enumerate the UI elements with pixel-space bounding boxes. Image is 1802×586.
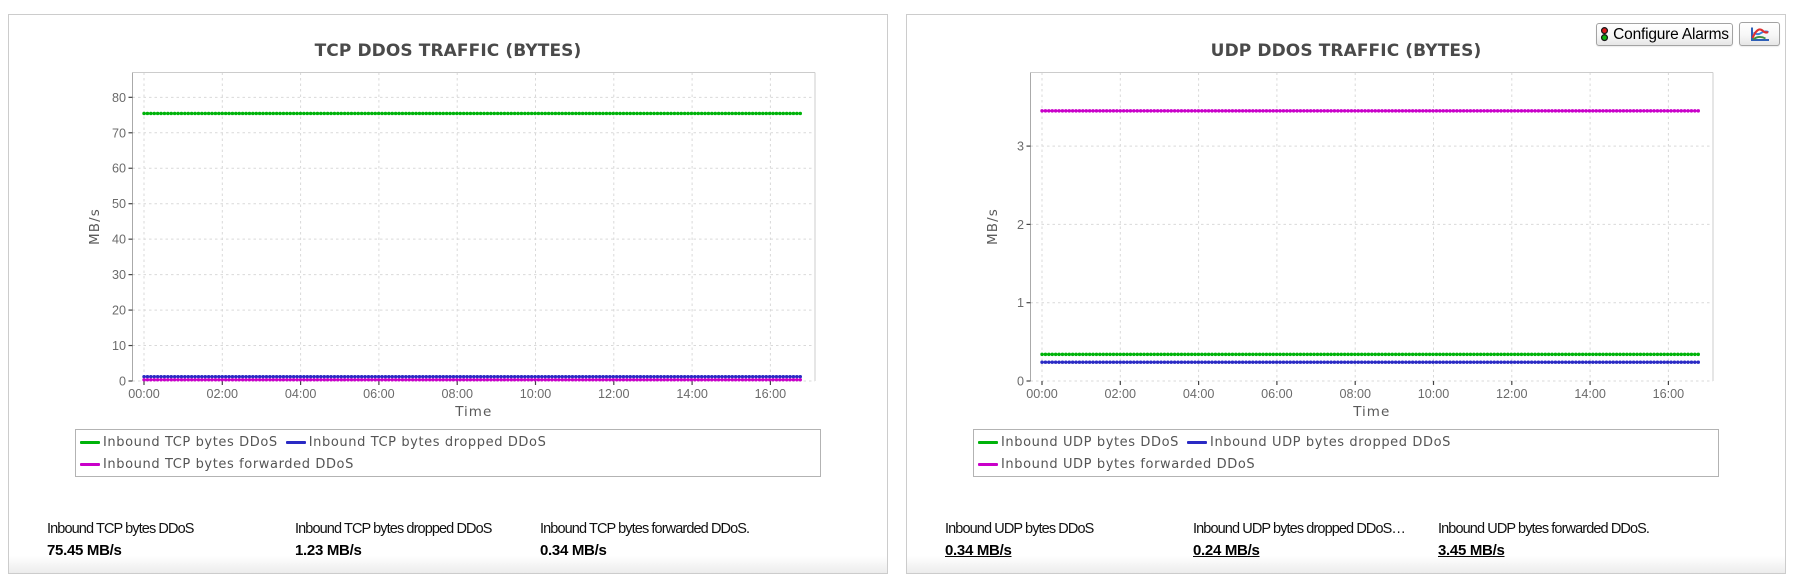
svg-text:00:00: 00:00: [128, 387, 160, 401]
svg-text:16:00: 16:00: [755, 387, 787, 401]
udp-traffic-panel: UDP DDOS TRAFFIC (BYTES) 0 1 2 3 00:00 02:00 0…: [906, 14, 1786, 574]
svg-text:04:00: 04:00: [285, 387, 317, 401]
toolbar: Configure Alarms: [1596, 22, 1780, 46]
svg-text:50: 50: [112, 197, 126, 211]
svg-text:MB/s: MB/s: [87, 208, 103, 245]
tcp-traffic-panel: TCP DDOS TRAFFIC (BYTES) 0 10 20 30 40 50 60 70…: [8, 14, 888, 574]
svg-text:0: 0: [1017, 375, 1024, 389]
stat-value[interactable]: 0.34 MB/s: [945, 542, 1012, 559]
svg-text:00:00: 00:00: [1026, 387, 1058, 401]
stat-value[interactable]: 0.24 MB/s: [1193, 542, 1260, 559]
svg-text:80: 80: [112, 91, 126, 105]
udp-chart-title: UDP DDOS TRAFFIC (BYTES): [1210, 41, 1482, 61]
stat-column: Inbound TCP bytes dropped DDoS 1.23 MB/s: [295, 521, 492, 559]
svg-text:08:00: 08:00: [1339, 387, 1371, 401]
legend-item: Inbound TCP bytes forwarded DDoS: [80, 457, 354, 472]
legend-swatch: [1187, 440, 1208, 444]
svg-text:Time: Time: [454, 404, 492, 420]
legend-swatch: [285, 440, 306, 444]
legend-item: Inbound UDP bytes forwarded DDoS: [978, 457, 1255, 472]
traffic-light-icon: [1601, 27, 1609, 42]
stat-value[interactable]: 3.45 MB/s: [1438, 542, 1505, 559]
stat-label: Inbound TCP bytes DDoS: [47, 521, 194, 537]
stat-column: Inbound TCP bytes DDoS 75.45 MB/s: [47, 521, 194, 559]
svg-text:14:00: 14:00: [1574, 387, 1606, 401]
svg-text:0: 0: [119, 375, 126, 389]
legend-swatch: [978, 462, 998, 466]
svg-text:2: 2: [1017, 218, 1024, 232]
legend-row: Inbound TCP bytes DDoS Inbound TCP bytes …: [80, 431, 820, 453]
legend-swatch: [80, 462, 100, 466]
svg-text:02:00: 02:00: [1105, 387, 1137, 401]
svg-text:10:00: 10:00: [1418, 387, 1450, 401]
legend-swatch: [80, 440, 100, 444]
stat-column: Inbound TCP bytes forwarded DDoS. 0.34 MB…: [540, 521, 750, 559]
legend-item: Inbound UDP bytes dropped DDoS: [1187, 435, 1451, 450]
svg-text:06:00: 06:00: [363, 387, 395, 401]
svg-text:40: 40: [112, 233, 126, 247]
svg-text:1: 1: [1017, 296, 1024, 310]
tcp-legend-box: Inbound TCP bytes DDoS Inbound TCP bytes …: [75, 429, 821, 477]
legend-label: Inbound UDP bytes DDoS: [1001, 434, 1180, 450]
svg-text:MB/s: MB/s: [985, 208, 1001, 245]
udp-traffic-chart: 0 1 2 3 00:00 02:00 04:00 06:00 08:00 10:00 12:00 1…: [985, 72, 1714, 420]
legend-label: Inbound TCP bytes DDoS: [103, 434, 278, 450]
legend-item: Inbound TCP bytes DDoS: [80, 435, 278, 450]
svg-text:04:00: 04:00: [1183, 387, 1215, 401]
tcp-traffic-chart: 0 10 20 30 40 50 60 70 80 00:00 02:00 04:00 06:00 08:…: [87, 72, 816, 420]
legend-label: Inbound TCP bytes dropped DDoS: [308, 434, 547, 450]
legend-item: Inbound TCP bytes dropped DDoS: [285, 434, 547, 450]
svg-text:16:00: 16:00: [1653, 387, 1685, 401]
stat-label: Inbound UDP bytes DDoS: [945, 521, 1094, 537]
legend-item: Inbound UDP bytes DDoS: [978, 435, 1179, 450]
svg-text:3: 3: [1017, 140, 1024, 154]
svg-text:60: 60: [112, 162, 126, 176]
tcp-chart-title: TCP DDOS TRAFFIC (BYTES): [314, 41, 582, 61]
stat-label: Inbound TCP bytes forwarded DDoS.: [540, 521, 750, 537]
svg-text:14:00: 14:00: [676, 387, 708, 401]
svg-text:Time: Time: [1352, 404, 1390, 420]
legend-swatch: [978, 440, 998, 444]
udp-legend-box: Inbound UDP bytes DDoS Inbound UDP bytes …: [973, 429, 1719, 477]
svg-text:08:00: 08:00: [441, 387, 473, 401]
stat-label: Inbound UDP bytes dropped DDoS…: [1193, 521, 1406, 537]
stat-label: Inbound TCP bytes dropped DDoS: [295, 521, 492, 537]
line-chart-icon: [1751, 27, 1769, 41]
legend-row: Inbound TCP bytes forwarded DDoS: [80, 453, 820, 475]
stat-value: 75.45 MB/s: [47, 542, 122, 559]
stat-label: Inbound UDP bytes forwarded DDoS.: [1438, 521, 1650, 537]
svg-text:70: 70: [112, 126, 126, 140]
legend-label: Inbound UDP bytes dropped DDoS: [1210, 434, 1451, 450]
legend-row: Inbound UDP bytes DDoS Inbound UDP bytes …: [978, 431, 1718, 453]
configure-alarms-button[interactable]: Configure Alarms: [1596, 23, 1733, 46]
configure-alarms-label: Configure Alarms: [1613, 25, 1729, 43]
stat-column: Inbound UDP bytes forwarded DDoS. 3.45 MB…: [1438, 521, 1650, 559]
stat-value: 0.34 MB/s: [540, 542, 607, 559]
legend-row: Inbound UDP bytes forwarded DDoS: [978, 453, 1718, 475]
stat-column: Inbound UDP bytes dropped DDoS… 0.24 MB/s: [1193, 521, 1406, 559]
legend-label: Inbound TCP bytes forwarded DDoS: [103, 456, 354, 472]
svg-text:30: 30: [112, 268, 126, 282]
svg-text:10:00: 10:00: [520, 387, 552, 401]
svg-text:20: 20: [112, 304, 126, 318]
svg-text:06:00: 06:00: [1261, 387, 1293, 401]
svg-text:12:00: 12:00: [1496, 387, 1528, 401]
stat-column: Inbound UDP bytes DDoS 0.34 MB/s: [945, 521, 1094, 559]
legend-label: Inbound UDP bytes forwarded DDoS: [1001, 456, 1256, 472]
svg-text:02:00: 02:00: [207, 387, 239, 401]
chart-options-button[interactable]: [1739, 22, 1780, 46]
stat-value: 1.23 MB/s: [295, 542, 362, 559]
svg-text:10: 10: [112, 339, 126, 353]
svg-text:12:00: 12:00: [598, 387, 630, 401]
